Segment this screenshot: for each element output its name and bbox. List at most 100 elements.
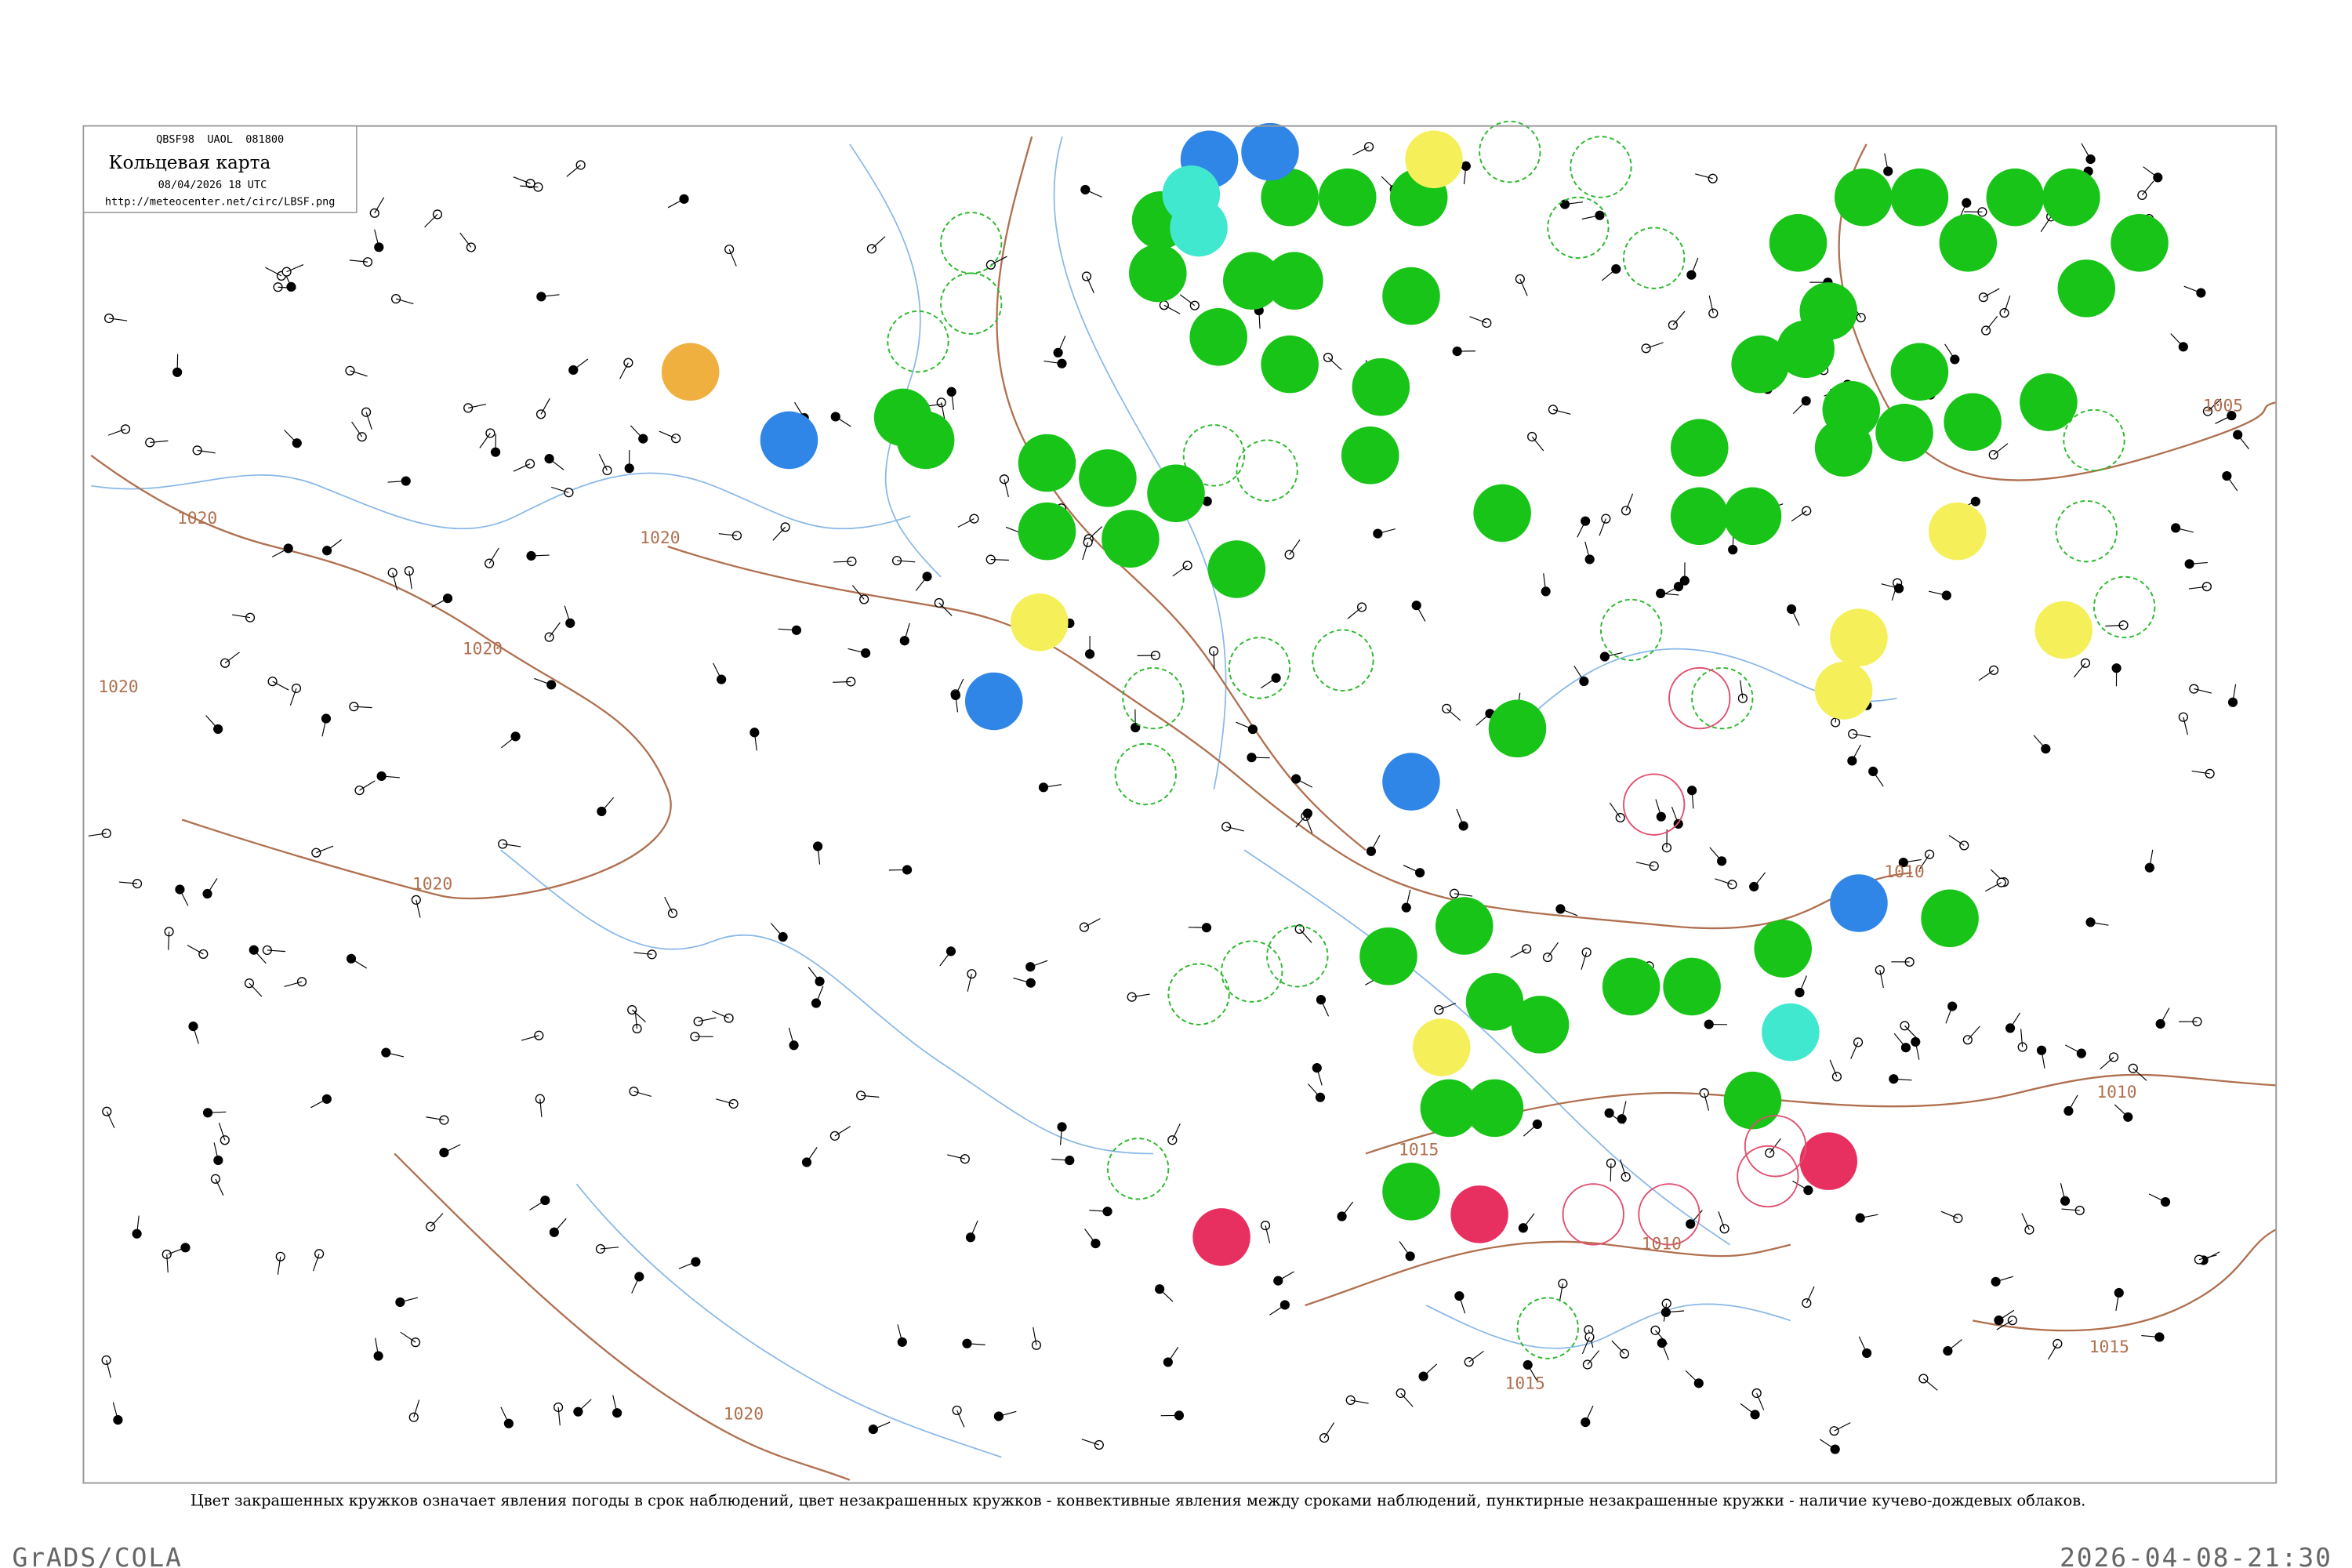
station-symbol bbox=[220, 658, 230, 668]
wind-barb bbox=[1527, 1364, 1537, 1381]
station-symbol bbox=[679, 194, 689, 204]
convective-circle bbox=[2063, 408, 2125, 472]
wind-barb bbox=[1446, 708, 1461, 721]
wind-barb bbox=[1013, 977, 1031, 984]
wind-barb bbox=[107, 428, 126, 436]
wind-barb bbox=[633, 952, 652, 955]
wind-barb bbox=[848, 648, 866, 654]
wind-barb bbox=[815, 985, 824, 1004]
wind-barb bbox=[1685, 1370, 1700, 1384]
wind-barb bbox=[1599, 518, 1606, 536]
station-symbol bbox=[1978, 292, 1988, 303]
station-symbol bbox=[1337, 1211, 1347, 1221]
wind-barb bbox=[1610, 1163, 1612, 1181]
wind-barb bbox=[215, 1178, 224, 1196]
coastline bbox=[90, 472, 911, 530]
wind-barb bbox=[1967, 1025, 1980, 1040]
wind-barb bbox=[619, 362, 629, 379]
wind-barb bbox=[1226, 826, 1244, 832]
convective-circle bbox=[887, 310, 949, 373]
wind-barb bbox=[1033, 1327, 1037, 1345]
wind-barb bbox=[956, 1410, 965, 1428]
wind-barb bbox=[1715, 878, 1733, 885]
wind-barb bbox=[1609, 1112, 1624, 1124]
weather-circle bbox=[1223, 252, 1281, 310]
weather-circle bbox=[1835, 168, 1893, 227]
wind-barb bbox=[1347, 607, 1363, 619]
wind-barb bbox=[354, 706, 372, 709]
wind-barb bbox=[1740, 680, 1744, 699]
weather-circle bbox=[1018, 502, 1076, 561]
wind-barb bbox=[179, 889, 189, 906]
weather-circle bbox=[1352, 358, 1410, 416]
isobar-line bbox=[90, 454, 672, 900]
wind-barb bbox=[1423, 1363, 1438, 1377]
weather-circle bbox=[2034, 601, 2093, 659]
wind-barb bbox=[1307, 1083, 1321, 1098]
wind-barb bbox=[2141, 1335, 2160, 1338]
weather-circle bbox=[2057, 260, 2116, 318]
wind-barb bbox=[2149, 849, 2154, 868]
wind-barb bbox=[1051, 1158, 1070, 1161]
station-plots bbox=[88, 141, 2249, 1454]
wind-barb bbox=[207, 878, 218, 895]
station-symbol bbox=[175, 884, 185, 895]
wind-barb bbox=[2100, 1056, 2114, 1070]
station-symbol bbox=[395, 1297, 405, 1308]
station-symbol bbox=[602, 465, 612, 476]
wind-barb bbox=[871, 236, 886, 249]
weather-circle bbox=[1890, 343, 1949, 401]
wind-barb bbox=[2033, 735, 2046, 750]
wind-barb bbox=[1879, 970, 1884, 989]
wind-barb bbox=[1577, 521, 1586, 538]
wind-barb bbox=[631, 1009, 646, 1022]
wind-barb bbox=[1469, 316, 1487, 324]
wind-barb bbox=[1621, 1101, 1627, 1120]
station-symbol bbox=[899, 636, 909, 646]
station-symbol bbox=[321, 546, 332, 556]
wind-barb bbox=[1944, 343, 1955, 360]
wind-barb bbox=[967, 974, 972, 992]
weather-circle bbox=[1192, 1208, 1250, 1266]
wind-barb bbox=[2021, 1213, 2030, 1230]
convective-circle bbox=[940, 212, 1003, 274]
weather-circle bbox=[1921, 889, 1979, 948]
wind-barb bbox=[1059, 1127, 1063, 1145]
station-symbol bbox=[1868, 766, 1878, 776]
wind-barb bbox=[1819, 1439, 1836, 1450]
wind-barb bbox=[1458, 1295, 1466, 1314]
weather-circle bbox=[1018, 434, 1076, 492]
weather-circle bbox=[2111, 213, 2169, 272]
wind-barb bbox=[1523, 1123, 1538, 1137]
wind-barb bbox=[1671, 807, 1679, 825]
station-symbol bbox=[612, 1408, 622, 1418]
wind-barb bbox=[1893, 1033, 1907, 1048]
wind-barb bbox=[2041, 1050, 2045, 1069]
convective-circle bbox=[1516, 1297, 1579, 1359]
station-symbol bbox=[113, 1414, 123, 1425]
station-symbol bbox=[634, 1272, 644, 1282]
wind-barb bbox=[351, 421, 363, 437]
wind-barb bbox=[513, 176, 531, 184]
wind-barb bbox=[1791, 608, 1800, 626]
isobar-line bbox=[394, 1152, 851, 1481]
wind-barb bbox=[1995, 1276, 2014, 1283]
wind-barb bbox=[88, 833, 107, 837]
station-symbol bbox=[510, 731, 521, 742]
station-symbol bbox=[1247, 724, 1258, 735]
weather-circle bbox=[1318, 168, 1377, 227]
wind-barb bbox=[631, 1276, 640, 1294]
weather-circle bbox=[1412, 1018, 1471, 1076]
station-symbol bbox=[2063, 1105, 2074, 1116]
weather-circle bbox=[1341, 426, 1399, 485]
wind-barb bbox=[2191, 770, 2210, 775]
wind-barb bbox=[534, 677, 552, 685]
wind-barb bbox=[1756, 1392, 1765, 1410]
wind-barb bbox=[1858, 1336, 1867, 1354]
wind-barb bbox=[664, 896, 673, 914]
wind-barb bbox=[1456, 808, 1465, 826]
isobar-label: 1020 bbox=[463, 639, 503, 659]
wind-barb bbox=[1985, 882, 2002, 892]
wind-barb bbox=[915, 575, 927, 591]
wind-barb bbox=[728, 249, 737, 267]
